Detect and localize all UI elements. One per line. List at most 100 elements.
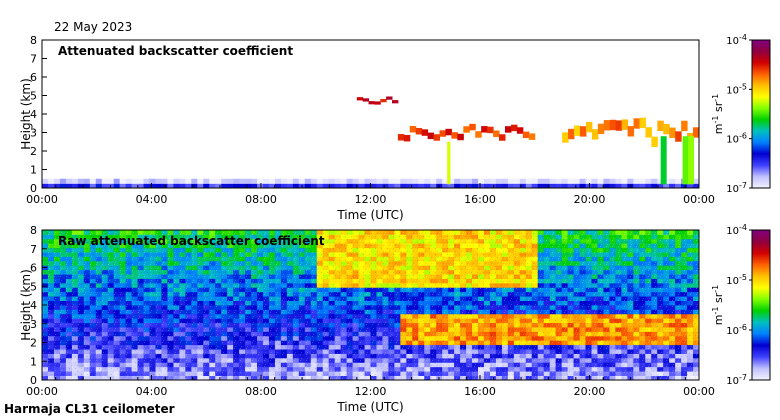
heatmap-cell	[531, 183, 539, 188]
panel-2: Raw attenuated backscatter coefficient00…	[19, 223, 771, 414]
heatmap-cell	[251, 183, 258, 188]
heatmap-cell	[406, 183, 413, 188]
heatmap-cell	[47, 178, 55, 184]
heatmap-cell	[155, 183, 162, 188]
heatmap-cell	[388, 183, 395, 188]
heatmap-cell	[651, 183, 658, 188]
heatmap-cell	[125, 178, 133, 184]
x-tick-label: 20:00	[574, 385, 606, 398]
heatmap-cell	[328, 178, 336, 184]
heatmap-cell	[197, 178, 204, 184]
heatmap-cell	[507, 178, 515, 184]
colorbar	[751, 229, 771, 381]
heatmap-cell	[322, 178, 330, 184]
heatmap-cell	[89, 183, 97, 188]
heatmap-cell	[376, 178, 383, 184]
heatmap-cell	[561, 178, 569, 184]
heatmap-cell	[513, 178, 521, 184]
heatmap-cell	[573, 178, 581, 184]
heatmap-cell	[493, 130, 500, 137]
heatmap-cell	[77, 178, 85, 184]
heatmap-cell	[137, 178, 145, 184]
heatmap-cell	[374, 101, 381, 105]
heatmap-cell	[693, 127, 700, 138]
y-tick-label: 4	[30, 108, 37, 121]
y-tick-label: 5	[30, 90, 37, 103]
heatmap-cell	[274, 178, 282, 184]
heatmap-cell	[525, 178, 533, 184]
heatmap-cell	[107, 178, 115, 184]
heatmap-cell	[400, 183, 407, 188]
heatmap-cell	[316, 178, 324, 184]
heatmap-cell	[483, 178, 491, 184]
heatmap-cell	[478, 178, 485, 184]
heatmap-cell	[386, 96, 393, 100]
y-tick-label: 0	[30, 182, 37, 195]
y-tick-label: 3	[30, 318, 37, 331]
heatmap-cell	[528, 133, 536, 140]
heatmap-cell	[639, 178, 646, 184]
heatmap-cell	[358, 183, 366, 188]
heatmap-cell	[143, 183, 151, 188]
heatmap-cell	[549, 183, 557, 188]
heatmap-cell	[603, 178, 610, 184]
heatmap-cell	[519, 183, 527, 188]
heatmap-cell	[316, 183, 324, 188]
y-tick-label: 3	[30, 127, 37, 140]
heatmap-cell	[119, 178, 127, 184]
heatmap-cell	[209, 183, 216, 188]
heatmap-cell	[447, 141, 451, 185]
heatmap-cell	[161, 178, 168, 184]
heatmap-cell	[394, 183, 401, 188]
heatmap-cell	[262, 183, 270, 188]
y-axis-label: Height (km)	[19, 78, 33, 149]
heatmap-cell	[424, 178, 431, 184]
heatmap-cell	[603, 120, 611, 131]
heatmap-cell	[597, 183, 604, 188]
heatmap-cell	[597, 178, 604, 184]
y-tick-label: 5	[30, 280, 37, 293]
heatmap-cell	[682, 136, 689, 185]
heatmap-cell	[415, 127, 423, 135]
y-tick-label: 6	[30, 262, 37, 275]
heatmap-cell	[65, 178, 73, 184]
heatmap-cell	[370, 183, 377, 188]
heatmap-cell	[448, 183, 455, 188]
heatmap-cell	[585, 183, 592, 188]
colorbar-tick-label: 10-6	[726, 132, 747, 146]
heatmap-cell	[392, 100, 399, 104]
heatmap-cell	[675, 183, 682, 188]
heatmap-cell	[663, 183, 670, 188]
heatmap-cell	[227, 178, 234, 184]
heatmap-cell	[660, 136, 667, 185]
heatmap-cell	[364, 178, 371, 184]
heatmap-cell	[65, 183, 73, 188]
heatmap-cell	[427, 132, 435, 140]
heatmap-cell	[137, 183, 145, 188]
heatmap-cell	[436, 178, 443, 184]
x-axis-label: Time (UTC)	[336, 208, 403, 222]
heatmap-cell	[334, 178, 342, 184]
heatmap-cell	[430, 183, 437, 188]
heatmap-cell	[268, 183, 276, 188]
heatmap-cell	[376, 183, 383, 188]
heatmap-cell	[609, 119, 617, 131]
heatmap-cell	[579, 178, 587, 184]
heatmap-cell	[113, 183, 121, 188]
heatmap-cell	[83, 178, 91, 184]
heatmap-cell	[71, 178, 79, 184]
heatmap-cell	[95, 178, 103, 184]
heatmap-cell	[442, 178, 449, 184]
heatmap-cell	[568, 128, 575, 140]
heatmap-cell	[627, 126, 635, 137]
heatmap-cell	[475, 131, 482, 138]
heatmap-cell	[71, 183, 79, 188]
colorbar-label: m-1 sr-1	[711, 94, 725, 134]
heatmap-cell	[633, 118, 640, 129]
x-tick-label: 00:00	[683, 193, 715, 206]
heatmap-cell	[245, 183, 252, 188]
heatmap-cell	[149, 178, 156, 184]
heatmap-cell	[280, 178, 288, 184]
heatmap-cell	[591, 183, 598, 188]
heatmap-cell	[687, 183, 694, 188]
